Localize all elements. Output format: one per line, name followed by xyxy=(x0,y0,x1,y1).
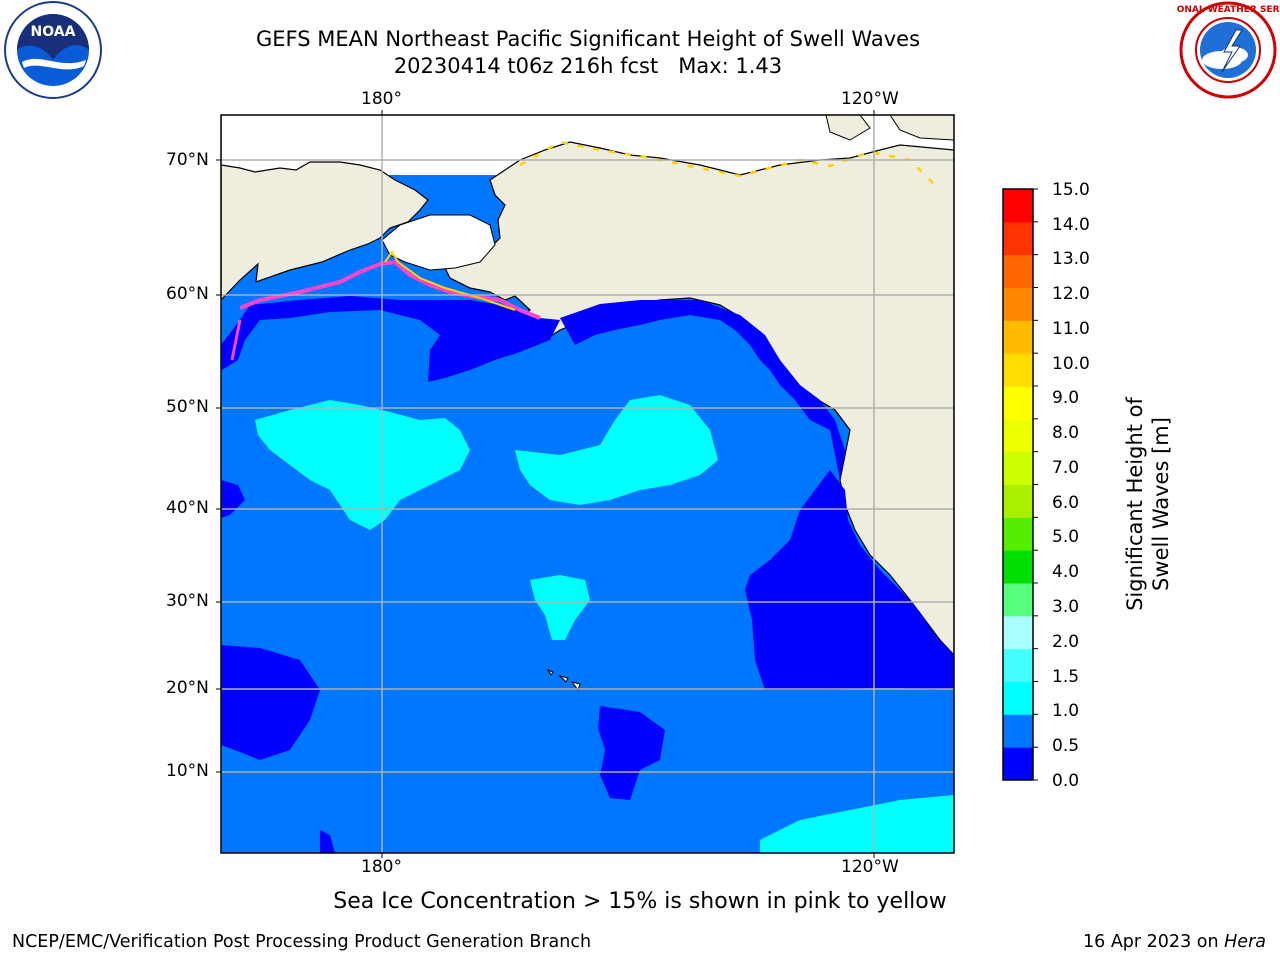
swell-low-west xyxy=(221,645,320,760)
colorbar-swatch xyxy=(1003,451,1033,485)
footer-date: 16 Apr 2023 on Hera xyxy=(1083,932,1266,952)
land-siberia xyxy=(221,115,429,301)
colorbar-tick-label: 8.0 xyxy=(1052,423,1080,443)
footer-branch: NCEP/EMC/Verification Post Processing Pr… xyxy=(12,932,592,952)
colorbar-tick-label: 5.0 xyxy=(1052,527,1080,547)
colorbar-tick-label: 0.0 xyxy=(1052,771,1080,791)
colorbar-tick-label: 15.0 xyxy=(1052,180,1090,200)
colorbar-swatch xyxy=(1003,484,1033,518)
colorbar-swatch xyxy=(1003,287,1033,321)
colorbar-swatch xyxy=(1003,353,1033,387)
colorbar-swatch xyxy=(1003,681,1033,715)
noaa-logo: NOAA xyxy=(0,0,106,100)
swell-mid-west xyxy=(255,400,470,530)
colorbar-tick-label: 12.0 xyxy=(1052,284,1090,304)
colorbar-tick-label: 10.0 xyxy=(1052,354,1090,374)
swell-low-california xyxy=(745,470,954,690)
lat-label-10n: 10°N xyxy=(166,761,209,781)
colorbar-tick-label: 4.0 xyxy=(1052,562,1080,582)
lat-label-40n: 40°N xyxy=(166,498,209,518)
lat-label-60n: 60°N xyxy=(166,284,209,304)
colorbar-swatch xyxy=(1003,254,1033,288)
colorbar-tick-label: 7.0 xyxy=(1052,458,1080,478)
colorbar-swatch xyxy=(1003,418,1033,453)
colorbar-swatch xyxy=(1003,189,1033,223)
colorbar-tick-label: 6.0 xyxy=(1052,493,1080,513)
colorbar-swatch xyxy=(1003,714,1033,748)
lat-label-70n: 70°N xyxy=(166,150,209,170)
colorbar-tick-label: 3.0 xyxy=(1052,597,1080,617)
footer-date-text: 16 Apr 2023 on xyxy=(1083,932,1225,952)
top-lon-label-120w: 120°W xyxy=(841,89,899,109)
colorbar-swatch xyxy=(1003,221,1033,256)
colorbar-tick-label: 2.0 xyxy=(1052,632,1080,652)
colorbar-tick-label: 11.0 xyxy=(1052,319,1090,339)
colorbar-swatch xyxy=(1003,583,1033,617)
colorbar-tick-label: 13.0 xyxy=(1052,249,1090,269)
swell-mid-southeast xyxy=(760,795,954,853)
colorbar-swatch xyxy=(1003,517,1033,551)
colorbar-swatch xyxy=(1003,615,1033,650)
colorbar-tick-label: 1.0 xyxy=(1052,701,1080,721)
chart-subtitle: 20230414 t06z 216h fcst Max: 1.43 xyxy=(393,54,783,78)
swell-low-hawaii-south xyxy=(598,706,665,800)
swell-mid-central xyxy=(515,395,718,505)
swell-mid-subtropic xyxy=(530,575,590,640)
colorbar-tick-label: 14.0 xyxy=(1052,215,1090,235)
bottom-lon-label-180: 180° xyxy=(361,857,402,877)
colorbar xyxy=(1003,189,1033,781)
nws-logo: NATIONAL WEATHER SERVICE xyxy=(1153,0,1280,100)
colorbar-tick-label: 1.5 xyxy=(1052,667,1080,687)
sea-ice-note: Sea Ice Concentration > 15% is shown in … xyxy=(333,889,947,914)
lat-label-50n: 50°N xyxy=(166,397,209,417)
top-lon-label-180: 180° xyxy=(361,89,402,109)
colorbar-swatch xyxy=(1003,386,1033,420)
lat-label-30n: 30°N xyxy=(166,591,209,611)
lat-label-20n: 20°N xyxy=(166,678,209,698)
colorbar-tick-label: 9.0 xyxy=(1052,388,1080,408)
colorbar-axis-label: Significant Height of Swell Waves [m] xyxy=(1123,397,1173,611)
colorbar-swatch xyxy=(1003,747,1033,781)
chart-title: GEFS MEAN Northeast Pacific Significant … xyxy=(255,27,921,51)
footer-machine: Hera xyxy=(1224,932,1266,952)
swell-low-bering xyxy=(221,296,560,382)
colorbar-tick-label: 0.5 xyxy=(1052,736,1080,756)
colorbar-swatch xyxy=(1003,648,1033,682)
bottom-lon-label-120w: 120°W xyxy=(841,857,899,877)
colorbar-swatch xyxy=(1003,320,1033,354)
colorbar-swatch xyxy=(1003,550,1033,584)
swell-low-gulf xyxy=(560,300,845,480)
svg-text:NATIONAL WEATHER SERVICE: NATIONAL WEATHER SERVICE xyxy=(1176,5,1280,15)
noaa-logo-text: NOAA xyxy=(31,24,76,40)
